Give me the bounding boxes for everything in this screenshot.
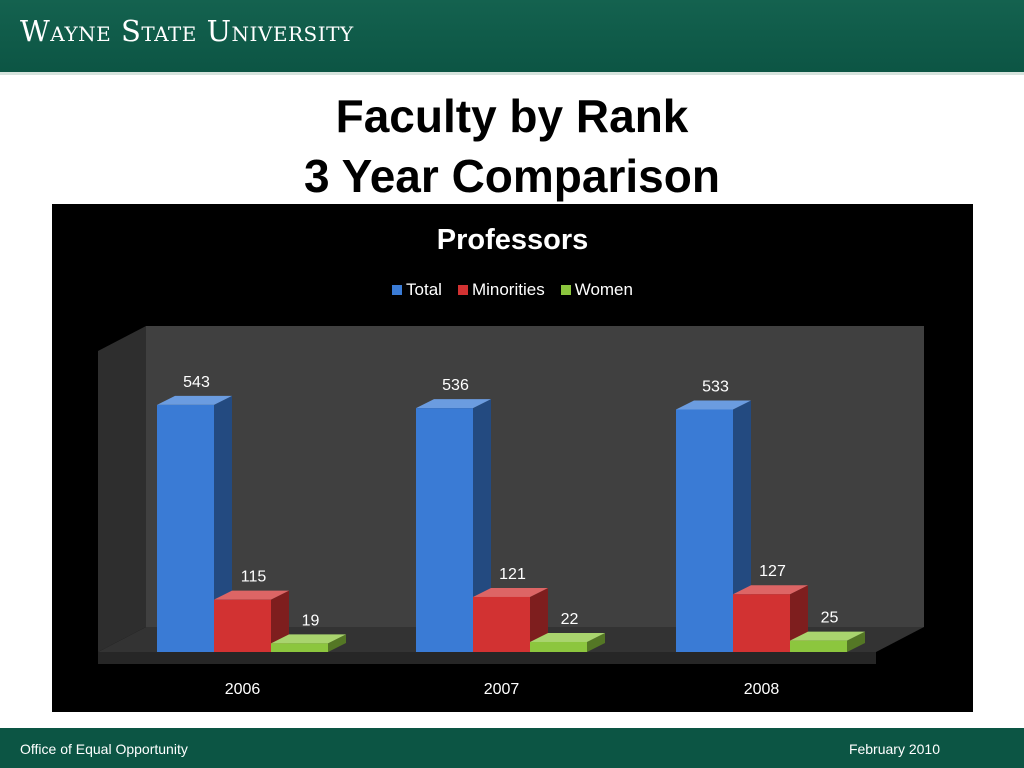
- bar-women-2007-top: [530, 632, 605, 642]
- chart-panel: 543 115 19 2006 536 121 22 2007 533 127 25 2008 Pro…: [52, 204, 973, 712]
- bar-women-2008: [790, 640, 847, 652]
- legend-label-women: Women: [574, 280, 633, 299]
- x-tick-label-2007: 2007: [484, 681, 520, 698]
- bar-minorities-2006-top: [214, 590, 289, 600]
- bar-women-2008-side: [847, 631, 865, 652]
- bar-chart: 543 115 19 2006 536 121 22 2007 533 127 25 2008: [98, 326, 924, 698]
- legend-item-total: Total: [392, 280, 442, 300]
- slide-title-line2: 3 Year Comparison: [304, 150, 720, 202]
- bar-women-2006-side: [328, 634, 346, 652]
- data-label-minorities-2007: 121: [499, 566, 526, 583]
- data-label-women-2008: 25: [821, 610, 839, 627]
- chart-legend: Total Minorities Women: [52, 280, 973, 300]
- legend-label-total: Total: [406, 280, 442, 299]
- university-logo-text: Wayne State University: [20, 14, 354, 48]
- bar-minorities-2008: [733, 594, 790, 652]
- chart-side-wall: [98, 326, 146, 652]
- legend-label-minorities: Minorities: [471, 280, 545, 299]
- legend-swatch-total: [392, 285, 403, 295]
- header-bar: Wayne State University: [0, 0, 1024, 72]
- bar-minorities-2008-top: [733, 585, 808, 595]
- bar-total-2008: [676, 409, 733, 652]
- data-label-women-2007: 22: [561, 611, 579, 628]
- footer-bar: Office of Equal Opportunity February 201…: [0, 728, 1024, 768]
- footer-date: February 2010: [848, 741, 940, 757]
- bar-women-2008-top: [790, 631, 865, 641]
- x-tick-label-2006: 2006: [225, 681, 261, 698]
- legend-item-minorities: Minorities: [457, 280, 545, 300]
- bar-total-2008-top: [676, 400, 751, 410]
- bar-minorities-2007-top: [473, 587, 548, 597]
- chart-floor-edge: [98, 652, 876, 664]
- bar-minorities-2006: [214, 599, 271, 652]
- bar-total-2007: [416, 408, 473, 652]
- bar-women-2007-side: [587, 632, 605, 652]
- bar-women-2006-top: [271, 634, 346, 644]
- bar-total-2007-side: [473, 399, 491, 652]
- bar-total-2007-top: [416, 399, 491, 409]
- legend-item-women: Women: [560, 280, 633, 300]
- data-label-minorities-2006: 115: [241, 569, 267, 586]
- bar-women-2007: [530, 641, 587, 652]
- footer-office-label: Office of Equal Opportunity: [20, 741, 188, 757]
- x-tick-label-2008: 2008: [744, 681, 780, 698]
- bar-women-2006: [271, 643, 328, 652]
- legend-swatch-women: [560, 285, 571, 295]
- slide-title-line1: Faculty by Rank: [335, 90, 689, 142]
- data-label-total-2008: 533: [702, 378, 729, 395]
- bar-total-2006-side: [214, 395, 232, 652]
- data-label-women-2006: 19: [302, 612, 320, 629]
- data-label-total-2006: 543: [183, 374, 210, 391]
- bar-total-2006-top: [157, 395, 232, 405]
- legend-swatch-minorities: [457, 285, 468, 295]
- bar-total-2006: [157, 404, 214, 652]
- data-label-total-2007: 536: [442, 377, 469, 394]
- header-divider: [0, 72, 1024, 75]
- slide-title: Faculty by Rank 3 Year Comparison: [0, 86, 1024, 206]
- chart-title: Professors: [436, 224, 589, 256]
- bar-minorities-2007: [473, 596, 530, 652]
- data-label-minorities-2008: 127: [759, 563, 786, 580]
